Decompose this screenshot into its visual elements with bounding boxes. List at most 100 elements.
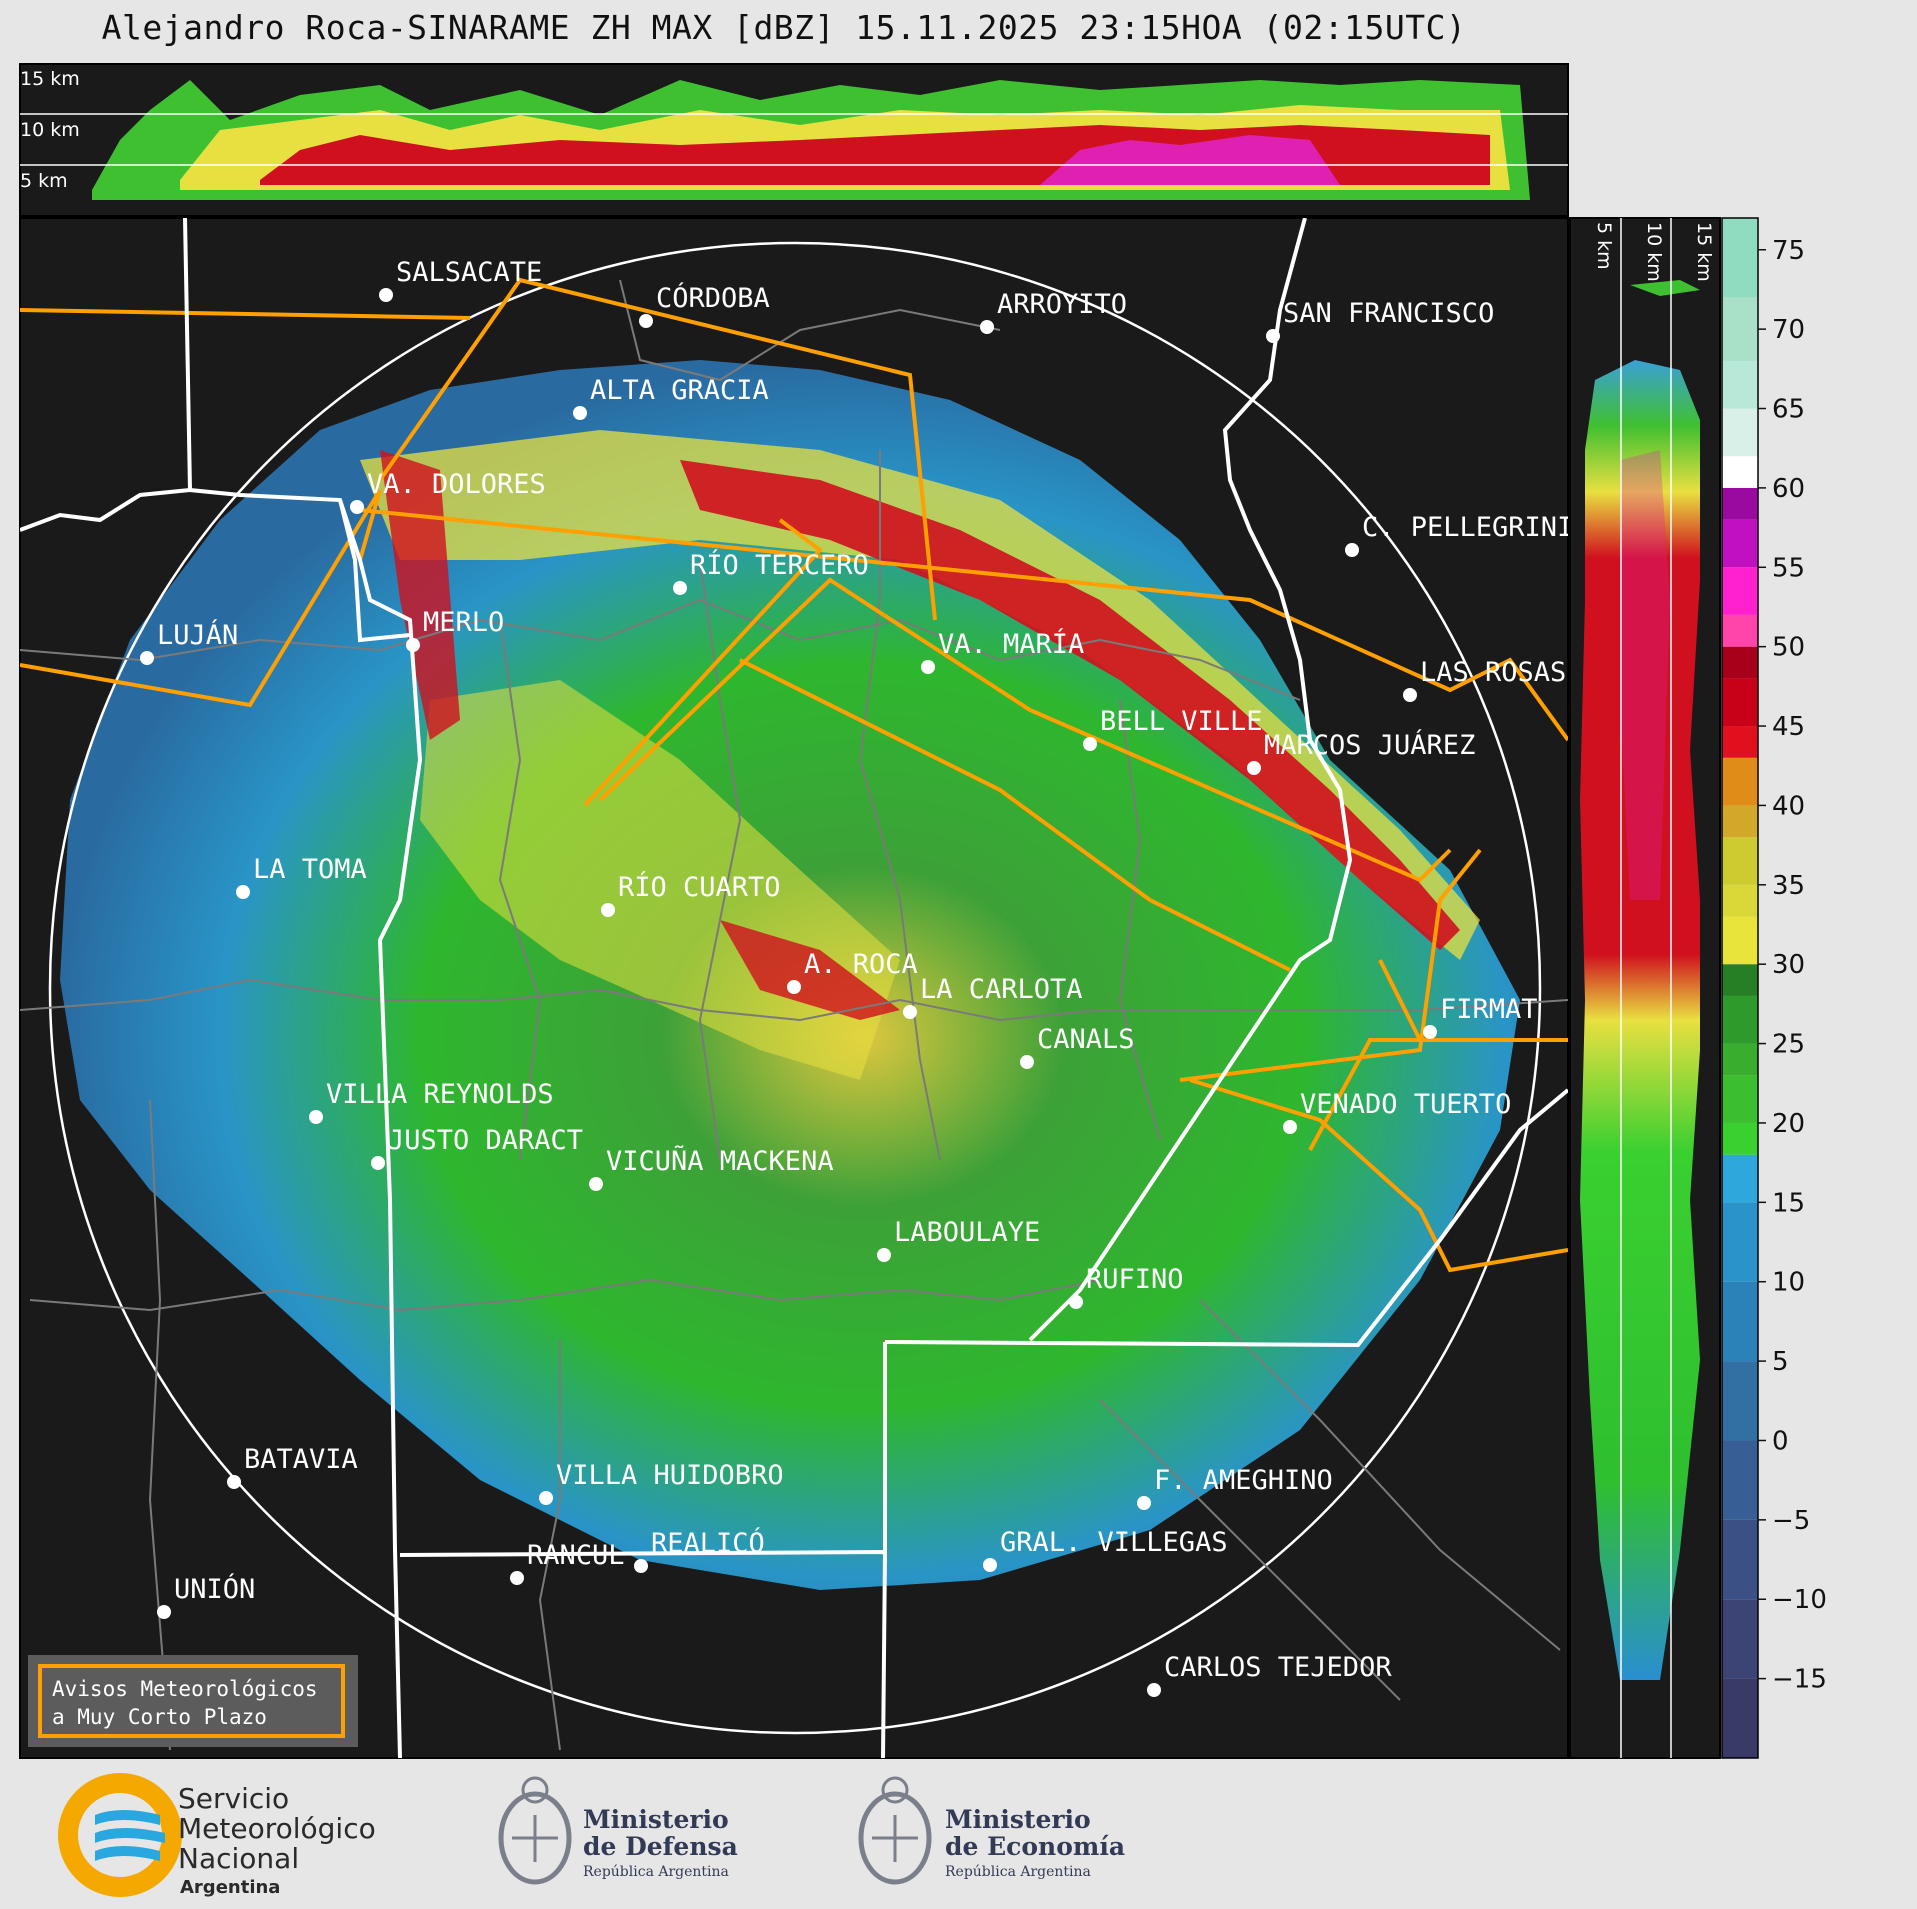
city-dot xyxy=(573,406,587,420)
colorbar-tick-label: 70 xyxy=(1772,315,1805,345)
colorbar-bin xyxy=(1722,1122,1758,1155)
colorbar-bin xyxy=(1722,1599,1758,1679)
city-dot xyxy=(157,1605,171,1619)
city-label: CÓRDOBA xyxy=(656,282,770,314)
city-dot xyxy=(1020,1055,1034,1069)
city-dot xyxy=(1137,1496,1151,1510)
city-dot xyxy=(634,1559,648,1573)
city-label: F. AMEGHINO xyxy=(1154,1465,1333,1496)
colorbar-bin xyxy=(1722,567,1758,615)
city-marker: A. ROCA xyxy=(787,949,918,994)
smn-line4: Argentina xyxy=(180,1877,280,1898)
department-borders xyxy=(20,279,1568,1751)
colorbar-bin xyxy=(1722,646,1758,679)
label-10km: 10 km xyxy=(20,119,80,141)
city-marker: RÍO TERCERO xyxy=(673,549,869,595)
city-label: BATAVIA xyxy=(244,1444,358,1475)
city-dot xyxy=(1083,737,1097,751)
colorbar-tick-label: 15 xyxy=(1772,1188,1805,1218)
city-marker: VA. MARÍA xyxy=(921,628,1084,674)
city-marker: LAS ROSAS xyxy=(1403,657,1566,702)
province-borders xyxy=(20,218,1568,1758)
city-dot xyxy=(309,1110,323,1124)
city-dot xyxy=(1247,761,1261,775)
colorbar-bin xyxy=(1722,1281,1758,1362)
colorbar-bin xyxy=(1722,1519,1758,1600)
city-label: VA. MARÍA xyxy=(938,628,1084,660)
city-marker: LUJÁN xyxy=(140,619,238,665)
colorbar-bin xyxy=(1722,519,1758,568)
colorbar-bin xyxy=(1722,1440,1758,1520)
colorbar-bin xyxy=(1722,1154,1758,1203)
city-marker: LA CARLOTA xyxy=(903,974,1083,1019)
economia-line2: de Economía xyxy=(945,1832,1125,1861)
city-dot xyxy=(379,288,393,302)
city-dot xyxy=(1069,1295,1083,1309)
city-label: LA TOMA xyxy=(253,854,367,885)
city-dot xyxy=(983,1558,997,1572)
city-marker: BELL VILLE xyxy=(1083,706,1263,751)
city-marker: GRAL. VILLEGAS xyxy=(983,1527,1228,1572)
city-dot xyxy=(539,1491,553,1505)
city-label: RUFINO xyxy=(1086,1264,1184,1295)
city-marker: FIRMAT xyxy=(1423,994,1538,1039)
city-marker: RANCUL xyxy=(510,1540,625,1585)
smn-line2: Meteorológico xyxy=(178,1812,376,1845)
city-marker: MERLO xyxy=(406,607,504,652)
colorbar-tick-label: 40 xyxy=(1772,791,1805,821)
city-label: RÍO TERCERO xyxy=(690,549,869,581)
city-marker: JUSTO DARACT xyxy=(371,1125,583,1170)
city-label: VA. DOLORES xyxy=(367,469,546,500)
map-title: Alejandro Roca-SINARAME ZH MAX [dBZ] 15.… xyxy=(101,8,1467,47)
colorbar-bin xyxy=(1722,1043,1758,1076)
colorbar-bin xyxy=(1722,995,1758,1044)
roads xyxy=(20,277,1568,1273)
city-marker: CÓRDOBA xyxy=(639,282,770,328)
colorbar-tick-label: 55 xyxy=(1772,553,1805,583)
city-label: CARLOS TEJEDOR xyxy=(1164,1652,1392,1683)
colorbar-tick-label: 30 xyxy=(1772,950,1805,980)
side-label-10km: 10 km xyxy=(1643,222,1665,282)
colorbar-bin xyxy=(1722,964,1758,996)
colorbar-bin xyxy=(1722,297,1758,361)
city-dot xyxy=(903,1005,917,1019)
city-dot xyxy=(1345,543,1359,557)
city-label: A. ROCA xyxy=(804,949,918,980)
city-marker: SALSACATE xyxy=(379,257,542,302)
colorbar-tick-label: 75 xyxy=(1772,236,1805,266)
colorbar-tick-label: −15 xyxy=(1772,1665,1827,1695)
logo-economia: Ministerio de Economía República Argenti… xyxy=(858,1776,1125,1885)
city-dot xyxy=(589,1177,603,1191)
label-15km: 15 km xyxy=(20,68,80,90)
colorbar-bin xyxy=(1722,837,1758,885)
logo-defensa: Ministerio de Defensa República Argentin… xyxy=(498,1776,738,1885)
colorbar-tick-label: −5 xyxy=(1772,1506,1810,1536)
city-label: SAN FRANCISCO xyxy=(1283,298,1494,329)
city-dot xyxy=(227,1475,241,1489)
city-dot xyxy=(980,320,994,334)
colorbar-bin xyxy=(1722,805,1758,838)
colorbar-bin xyxy=(1722,456,1758,488)
city-marker: F. AMEGHINO xyxy=(1137,1465,1333,1510)
defensa-line1: Ministerio xyxy=(583,1805,729,1834)
colorbar-bin xyxy=(1722,487,1758,520)
city-label: GRAL. VILLEGAS xyxy=(1000,1527,1228,1558)
city-label: ARROYITO xyxy=(997,289,1127,320)
top-height-panel: 15 km 10 km 5 km xyxy=(19,63,1569,217)
colorbar-bin xyxy=(1722,884,1758,917)
city-label: VILLA REYNOLDS xyxy=(326,1079,554,1110)
city-dot xyxy=(601,903,615,917)
city-dot xyxy=(406,638,420,652)
coat-of-arms-icon xyxy=(858,1776,932,1885)
city-marker: VICUÑA MACKENA xyxy=(589,1145,834,1191)
city-dot xyxy=(350,500,364,514)
colorbar-tick-label: 20 xyxy=(1772,1109,1805,1139)
colorbar-tick-label: 25 xyxy=(1772,1030,1805,1060)
city-marker: UNIÓN xyxy=(157,1573,255,1619)
colorbar-bin xyxy=(1722,757,1758,806)
colorbar-tick-label: 65 xyxy=(1772,395,1805,425)
city-dot xyxy=(1403,688,1417,702)
logo-smn: Servicio Meteorológico Nacional Argentin… xyxy=(58,1773,376,1898)
